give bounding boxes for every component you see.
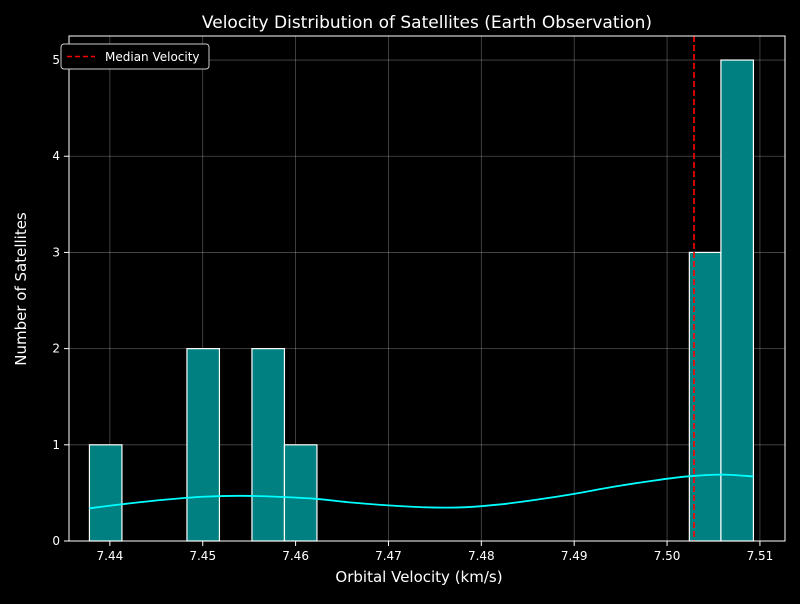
histogram-bar (720, 59, 755, 542)
legend-median-label: Median Velocity (105, 50, 200, 64)
histogram-bar (251, 348, 286, 542)
y-tick-label: 5 (52, 53, 60, 67)
y-tick-label: 3 (52, 245, 60, 259)
histogram-bar (186, 348, 221, 542)
kde-curve (89, 473, 754, 510)
x-axis-ticks: 7.44 7.45 7.46 7.47 7.48 7.49 7.50 7.51 (97, 541, 774, 563)
x-tick-label: 7.44 (97, 549, 124, 563)
histogram-bar (88, 444, 123, 542)
x-tick-label: 7.45 (189, 549, 216, 563)
y-tick-label: 4 (52, 149, 60, 163)
x-tick-label: 7.51 (747, 549, 774, 563)
x-tick-label: 7.48 (468, 549, 495, 563)
kde (89, 473, 754, 510)
legend-box (60, 43, 210, 70)
histogram-bar (283, 444, 318, 542)
chart-title: Velocity Distribution of Satellites (Ear… (202, 13, 652, 33)
y-tick-label: 1 (52, 438, 60, 452)
x-tick-label: 7.47 (375, 549, 402, 563)
x-axis-label: Orbital Velocity (km/s) (335, 568, 502, 586)
y-tick-label: 2 (52, 342, 60, 356)
legend: Median Velocity (60, 43, 210, 70)
plot-frame (68, 35, 786, 542)
x-tick-label: 7.50 (654, 549, 681, 563)
y-axis-label: Number of Satellites (12, 212, 30, 366)
y-tick-label: 0 (52, 534, 60, 548)
bars (88, 59, 755, 542)
x-tick-label: 7.49 (561, 549, 588, 563)
x-tick-label: 7.46 (282, 549, 309, 563)
